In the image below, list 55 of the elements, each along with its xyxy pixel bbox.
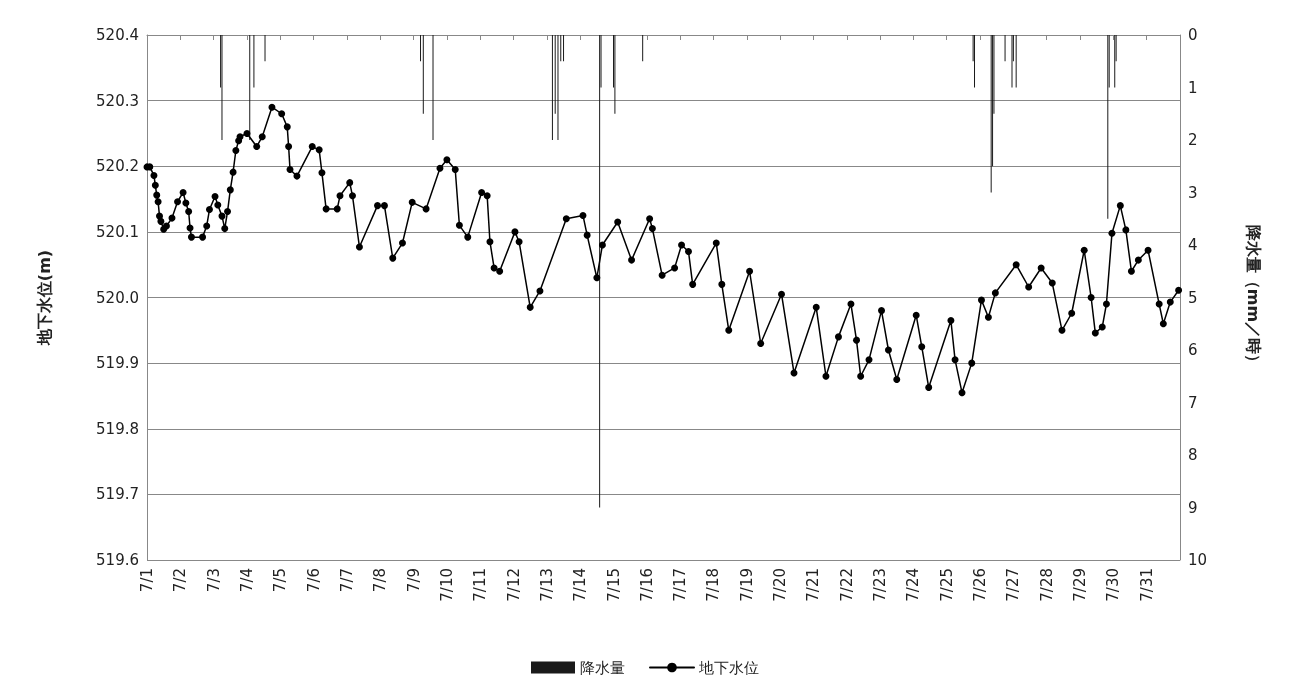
x-tick-label: 7/12 — [504, 568, 523, 602]
x-tick-label: 7/31 — [1137, 568, 1156, 602]
x-tick-label: 7/7 — [337, 568, 356, 593]
legend-label: 地下水位 — [698, 658, 759, 677]
y-tick-label: 519.8 — [96, 419, 139, 438]
x-tick-label: 7/3 — [204, 568, 223, 593]
x-tick-label: 7/20 — [771, 568, 790, 602]
y-tick-label: 520.2 — [96, 157, 139, 176]
y-axis-title: 地下水位(m) — [34, 249, 54, 347]
x-tick-label: 7/2 — [171, 568, 190, 593]
x-tick-label: 7/30 — [1104, 568, 1123, 602]
x-tick-label: 7/15 — [604, 568, 623, 602]
y2-tick-label: 9 — [1188, 498, 1198, 517]
y-tick-label: 519.9 — [96, 354, 139, 373]
x-tick-label: 7/8 — [371, 568, 390, 593]
y2-tick-label: 6 — [1188, 341, 1198, 359]
y2-tick-label: 1 — [1188, 78, 1198, 97]
y-tick-label: 520.1 — [96, 222, 139, 241]
y2-tick-label: 7 — [1188, 393, 1198, 412]
x-tick-label: 7/17 — [671, 568, 690, 602]
y2-tick-label: 3 — [1188, 183, 1198, 202]
x-tick-label: 7/9 — [404, 568, 423, 593]
x-tick-label: 7/10 — [437, 568, 456, 602]
x-tick-label: 7/16 — [637, 568, 656, 602]
y2-tick-label: 10 — [1188, 551, 1208, 569]
x-tick-label: 7/26 — [971, 568, 990, 602]
x-tick-label: 7/27 — [1004, 568, 1023, 602]
x-tick-label: 7/14 — [571, 568, 590, 602]
y2-tick-label: 2 — [1188, 131, 1198, 149]
y-tick-label: 520.3 — [96, 91, 139, 110]
y-tick-label: 520.4 — [96, 26, 139, 44]
x-tick-label: 7/29 — [1071, 568, 1090, 602]
x-tick-label: 7/24 — [904, 568, 923, 602]
y-tick-label: 520.0 — [96, 288, 139, 307]
x-tick-label: 7/5 — [271, 568, 290, 593]
x-tick-label: 7/13 — [537, 568, 556, 602]
x-tick-label: 7/19 — [737, 568, 756, 602]
x-tick-label: 7/18 — [704, 568, 723, 602]
y-tick-label: 519.6 — [96, 551, 139, 569]
x-tick-label: 7/4 — [237, 568, 256, 593]
x-tick-label: 7/28 — [1037, 568, 1056, 602]
legend-label: 降水量 — [580, 658, 625, 677]
y2-axis-title: 降水量（mm／時） — [1243, 224, 1263, 371]
x-tick-label: 7/23 — [871, 568, 890, 602]
y2-tick-label: 4 — [1188, 236, 1198, 254]
y-tick-label: 519.7 — [96, 485, 139, 504]
x-tick-label: 7/22 — [837, 568, 856, 602]
x-tick-label: 7/6 — [304, 568, 323, 593]
x-tick-label: 7/25 — [937, 568, 956, 602]
y2-tick-label: 8 — [1188, 446, 1198, 464]
x-tick-label: 7/1 — [138, 568, 156, 593]
y2-tick-label: 0 — [1188, 26, 1198, 44]
x-tick-label: 7/11 — [471, 568, 490, 602]
y2-tick-label: 5 — [1188, 288, 1198, 307]
x-tick-label: 7/21 — [804, 568, 823, 602]
